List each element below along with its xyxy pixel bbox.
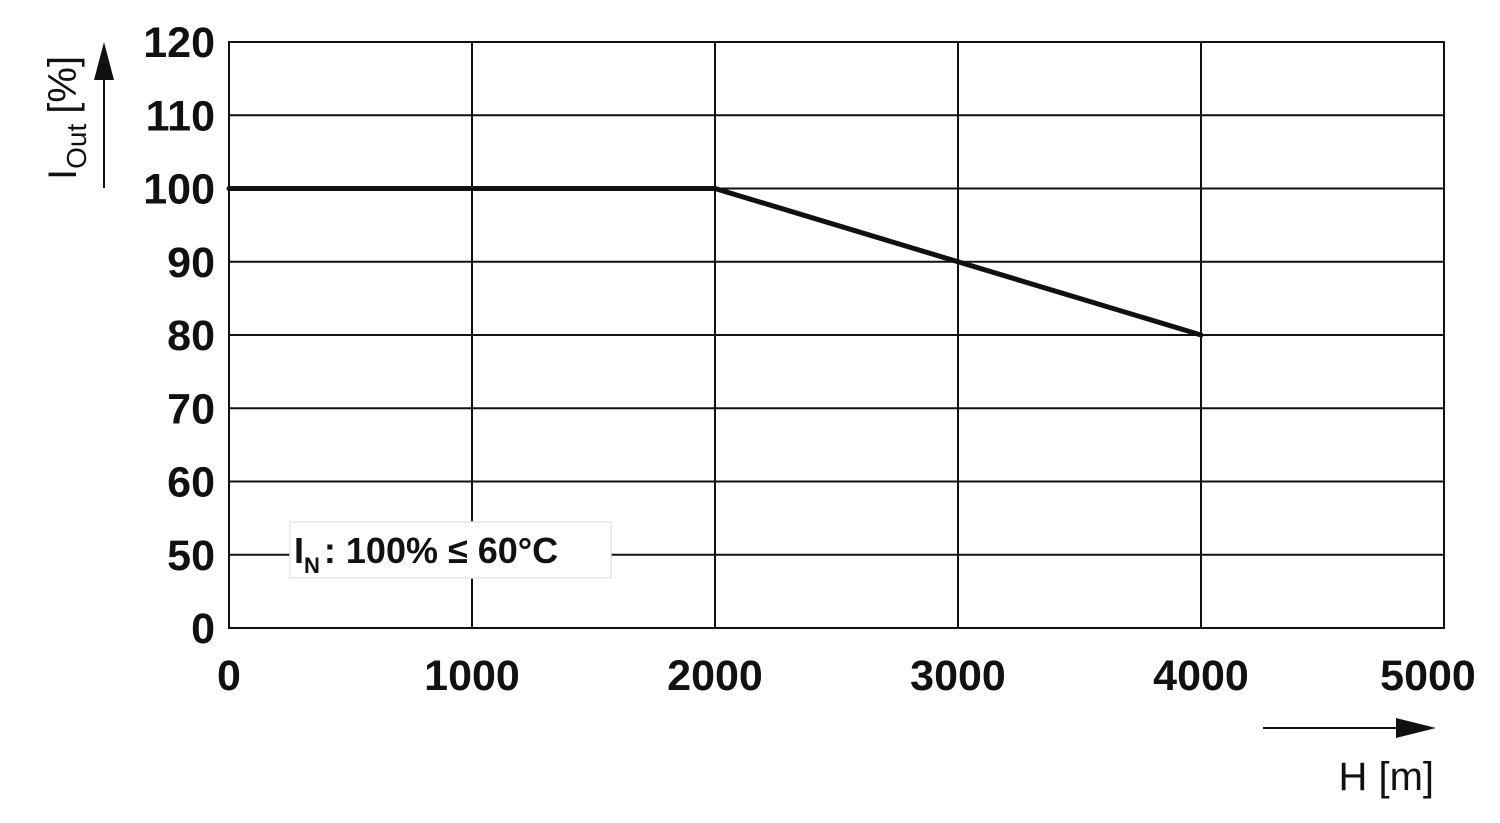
x-tick-label: 0: [217, 652, 241, 700]
x-tick-labels: 0 1000 2000 3000 4000 5000: [217, 652, 1476, 700]
y-tick-labels: 0 50 60 70 80 90 100 110 120: [143, 19, 215, 653]
data-point: [1198, 332, 1204, 338]
y-tick-label: 90: [167, 239, 215, 287]
y-tick-label: 70: [167, 385, 215, 433]
y-tick-label: 80: [167, 312, 215, 360]
y-tick-label: 50: [167, 532, 215, 580]
x-tick-label: 5000: [1380, 652, 1476, 700]
x-tick-label: 1000: [424, 652, 520, 700]
y-tick-label: 100: [143, 166, 215, 214]
annotation-text: IN: 100% ≤ 60°C: [294, 530, 558, 578]
y-label-main: I: [41, 169, 85, 180]
x-axis-arrow-icon: [1263, 718, 1436, 738]
annotation-background: [289, 521, 612, 579]
y-axis-arrow-icon: [94, 42, 114, 188]
y-label-unit: [%]: [41, 56, 85, 114]
grid: [228, 41, 1445, 629]
x-tick-label: 3000: [910, 652, 1006, 700]
data-point: [226, 186, 232, 191]
y-tick-label: 110: [146, 92, 215, 140]
y-tick-label: 0: [191, 605, 215, 653]
annotation-box: IN: 100% ≤ 60°C: [289, 521, 612, 579]
series: [226, 186, 1204, 338]
y-tick-label: 120: [143, 19, 215, 67]
data-point: [712, 186, 718, 191]
y-tick-label: 60: [167, 459, 215, 507]
y-axis-label: IOut [%]: [41, 56, 92, 180]
y-label-sub: Out: [61, 124, 92, 169]
x-tick-label: 4000: [1153, 652, 1249, 700]
x-axis-label: H [m]: [1338, 755, 1434, 799]
svg-text:IOut[%]: IOut [%]: [41, 56, 92, 180]
x-tick-label: 2000: [667, 652, 763, 700]
